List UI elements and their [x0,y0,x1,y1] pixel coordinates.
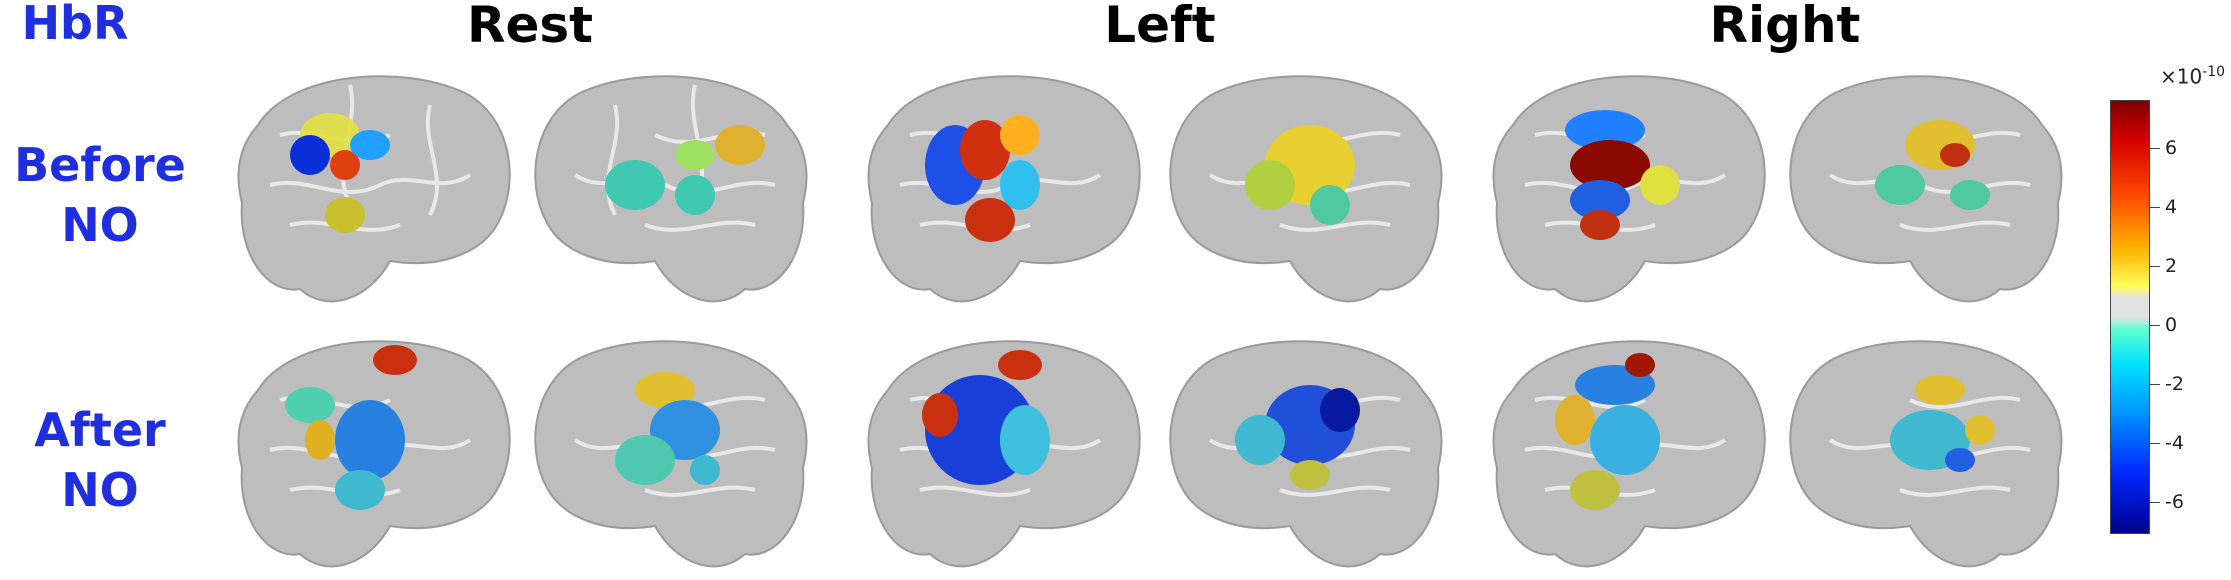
brain-after-rest-right-hemisphere [525,330,815,580]
brain-before-left-right-hemisphere [1160,65,1450,315]
colorbar-exponent: ×10-10 [2160,64,2225,89]
colorbar-tick-label: -2 [2165,373,2184,395]
colorbar-exponent-base: ×10 [2160,64,2203,89]
colorbar-exponent-power: -10 [2202,64,2226,80]
column-header-rest: Rest [466,0,594,54]
colorbar-tick-label: 6 [2165,137,2178,159]
column-header-right: Right [1709,0,1861,54]
row-label-before-line1: Before [14,138,186,192]
column-header-left: Left [1104,0,1216,54]
colorbar-gradient [2111,101,2149,533]
row-label-after-line2: NO [61,463,139,517]
colorbar [2110,100,2150,534]
brain-before-rest-right-hemisphere [525,65,815,315]
brain-before-left-left-hemisphere [860,65,1150,315]
colorbar-tick-label: 0 [2165,314,2178,336]
colorbar-tick-label: -4 [2165,432,2184,454]
brain-after-left-left-hemisphere [860,330,1150,580]
colorbar-tick [2150,443,2160,444]
brain-after-right-left-hemisphere [1485,330,1775,580]
colorbar-tick [2150,148,2160,149]
brain-before-right-right-hemisphere [1780,65,2070,315]
row-label-after-line1: After [34,403,166,457]
measure-label: HbR [21,0,129,50]
row-label-before: Before NO [0,135,200,255]
colorbar-tick [2150,325,2160,326]
colorbar-tick-label: 4 [2165,196,2178,218]
brain-after-rest-left-hemisphere [230,330,520,580]
brain-after-left-right-hemisphere [1160,330,1450,580]
colorbar-tick [2150,384,2160,385]
row-label-after: After NO [0,400,200,520]
colorbar-tick [2150,502,2160,503]
brain-after-right-right-hemisphere [1780,330,2070,580]
row-label-before-line2: NO [61,198,139,252]
colorbar-tick [2150,207,2160,208]
brain-before-right-left-hemisphere [1485,65,1775,315]
colorbar-tick-label: 2 [2165,255,2178,277]
colorbar-tick-label: -6 [2165,491,2184,513]
colorbar-tick [2150,266,2160,267]
brain-before-rest-left-hemisphere [230,65,520,315]
